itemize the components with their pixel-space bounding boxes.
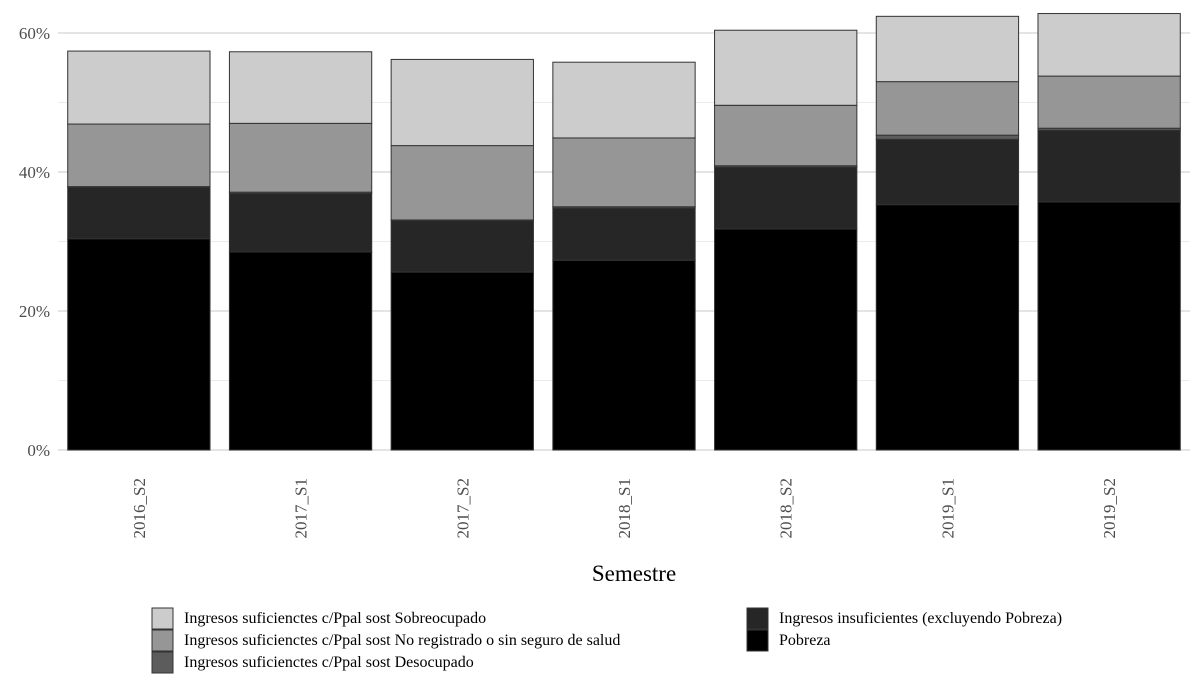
bar-segment	[228, 122, 373, 193]
bar-segment	[67, 50, 211, 125]
bar-segment	[552, 137, 696, 208]
bar-segment	[875, 138, 1020, 206]
legend-key	[151, 629, 174, 652]
bar-segment	[390, 220, 534, 273]
bar-segment	[67, 123, 211, 188]
bar-segment	[1037, 129, 1181, 203]
bar-segment	[228, 51, 373, 124]
legend-label: Pobreza	[779, 632, 831, 649]
x-tick-label: 2016_S2	[130, 478, 149, 538]
x-tick-label: 2019_S1	[938, 478, 957, 538]
bar-segment	[714, 166, 858, 230]
bar-segment	[552, 259, 696, 451]
legend-label: Ingresos suficienctes c/Ppal sost Desocu…	[184, 654, 474, 671]
y-tick-label: 40%	[19, 163, 50, 182]
bar-segment	[67, 186, 211, 240]
bar-segment	[875, 81, 1020, 136]
legend: Ingresos suficienctes c/Ppal sost Sobreo…	[151, 607, 1062, 674]
x-axis-title: Semestre	[592, 561, 676, 586]
bar-segment	[390, 145, 534, 221]
bar-segment	[1037, 13, 1181, 77]
x-tick-label: 2019_S2	[1100, 478, 1119, 538]
y-tick-label: 0%	[27, 441, 50, 460]
legend-key	[746, 607, 769, 630]
bar-segment	[714, 228, 858, 451]
y-axis-ticks: 0% 20% 40% 60%	[19, 24, 50, 460]
legend-key	[151, 651, 174, 674]
legend-key	[151, 607, 174, 630]
bar-segment	[1037, 201, 1181, 451]
bar-segment	[875, 134, 1020, 140]
legend-label: Ingresos insuficientes (excluyendo Pobre…	[779, 610, 1062, 627]
bars	[67, 13, 1181, 451]
bar-segment	[552, 207, 696, 261]
bar-segment	[875, 15, 1020, 83]
bar-segment	[390, 271, 534, 451]
x-tick-label: 2018_S1	[615, 478, 634, 538]
y-tick-label: 60%	[19, 24, 50, 43]
bar-segment	[1037, 75, 1181, 129]
legend-label: Ingresos suficienctes c/Ppal sost No reg…	[184, 632, 620, 649]
bar-segment	[875, 204, 1020, 451]
legend-key	[746, 629, 769, 652]
x-tick-label: 2017_S1	[292, 478, 311, 538]
bar-segment	[228, 251, 373, 451]
bar-segment	[714, 29, 858, 106]
y-tick-label: 20%	[19, 302, 50, 321]
legend-label: Ingresos suficienctes c/Ppal sost Sobreo…	[184, 610, 486, 627]
bar-segment	[67, 238, 211, 451]
bar-segment	[714, 104, 858, 167]
x-axis-ticks: 2016_S2 2017_S1 2017_S2 2018_S1 2018_S2 2019_…	[130, 478, 1119, 538]
bar-segment	[390, 58, 534, 147]
bar-segment	[552, 61, 696, 139]
x-tick-label: 2017_S2	[453, 478, 472, 538]
x-tick-label: 2018_S2	[777, 478, 796, 538]
bar-segment	[228, 193, 373, 253]
